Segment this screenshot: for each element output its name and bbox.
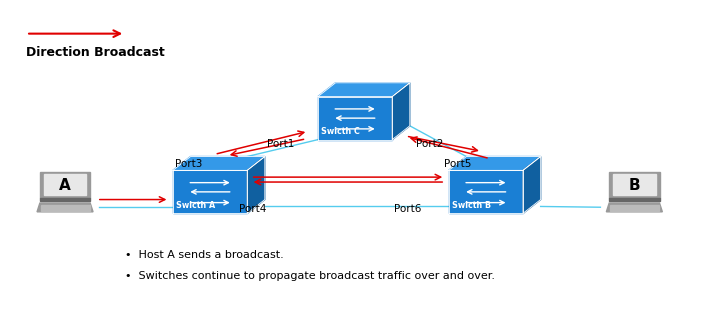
Text: B: B	[628, 178, 640, 193]
Polygon shape	[610, 205, 659, 210]
Text: A: A	[59, 178, 71, 193]
Polygon shape	[613, 174, 655, 195]
Polygon shape	[247, 157, 265, 213]
Polygon shape	[40, 172, 90, 198]
Polygon shape	[173, 157, 265, 171]
Text: Port5: Port5	[444, 159, 471, 169]
Polygon shape	[173, 170, 247, 213]
Polygon shape	[40, 198, 90, 201]
Polygon shape	[37, 203, 93, 212]
Text: Port6: Port6	[394, 204, 422, 214]
Text: Swicth A: Swicth A	[176, 201, 216, 210]
Polygon shape	[523, 157, 540, 213]
Text: Port2: Port2	[415, 139, 443, 149]
Polygon shape	[44, 174, 86, 195]
Polygon shape	[449, 157, 540, 171]
Polygon shape	[318, 97, 392, 140]
Text: Port3: Port3	[175, 159, 202, 169]
Text: Swicth C: Swicth C	[322, 127, 360, 136]
Polygon shape	[40, 205, 89, 210]
Text: Swicth B: Swicth B	[452, 201, 491, 210]
Text: •  Switches continue to propagate broadcast traffic over and over.: • Switches continue to propagate broadca…	[125, 271, 495, 281]
Polygon shape	[609, 198, 660, 201]
Polygon shape	[449, 170, 523, 213]
Text: Port1: Port1	[267, 139, 295, 149]
Polygon shape	[392, 83, 410, 140]
Polygon shape	[318, 83, 410, 97]
Text: Direction Broadcast: Direction Broadcast	[26, 46, 165, 59]
Text: Port4: Port4	[239, 204, 266, 214]
Polygon shape	[606, 203, 662, 212]
Text: •  Host A sends a broadcast.: • Host A sends a broadcast.	[125, 250, 284, 260]
Polygon shape	[609, 172, 660, 198]
